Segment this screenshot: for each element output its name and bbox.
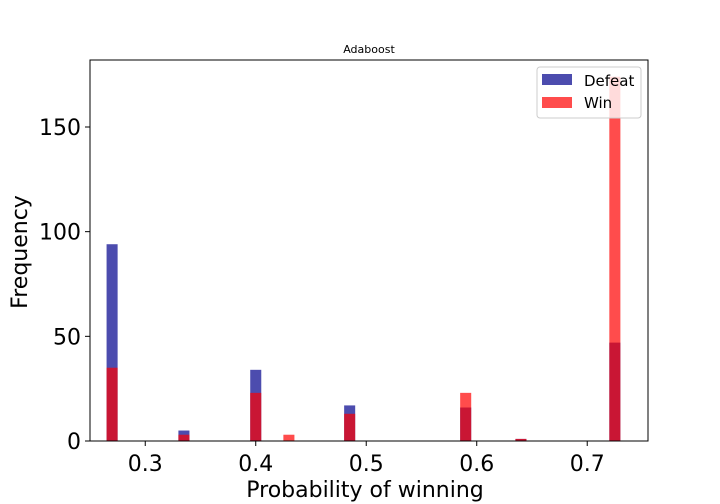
bar-defeat <box>106 244 118 441</box>
bar-win <box>283 434 295 441</box>
y-tick-label: 50 <box>53 325 81 350</box>
bar-win <box>515 438 527 441</box>
x-axis: 0.3 0.4 0.5 0.6 0.7 <box>128 441 605 477</box>
plot-frame <box>89 59 649 442</box>
bar-win <box>609 76 621 441</box>
legend-swatch-win <box>542 97 572 108</box>
legend-swatch-defeat <box>542 74 572 85</box>
y-tick-label: 0 <box>67 430 81 455</box>
bars-layer <box>106 76 621 441</box>
y-axis-label: Frequency <box>8 195 33 309</box>
chart-title: Adaboost <box>343 43 395 56</box>
y-tick-label: 100 <box>39 221 81 246</box>
x-tick-label: 0.6 <box>459 452 494 477</box>
y-axis: 0 50 100 150 <box>39 116 90 455</box>
x-tick-label: 0.3 <box>128 452 163 477</box>
bar-win <box>344 413 356 441</box>
bar-win <box>106 367 118 441</box>
legend-label-win: Win <box>584 94 612 112</box>
y-tick-label: 150 <box>39 116 81 141</box>
bar-win <box>178 434 190 441</box>
legend-label-defeat: Defeat <box>584 72 634 90</box>
bar-win <box>460 392 472 441</box>
x-tick-label: 0.5 <box>349 452 384 477</box>
legend: Defeat Win <box>536 66 642 119</box>
x-tick-label: 0.7 <box>570 452 605 477</box>
bar-win <box>250 392 262 441</box>
x-tick-label: 0.4 <box>238 452 273 477</box>
x-axis-label: Probability of winning <box>246 478 484 503</box>
